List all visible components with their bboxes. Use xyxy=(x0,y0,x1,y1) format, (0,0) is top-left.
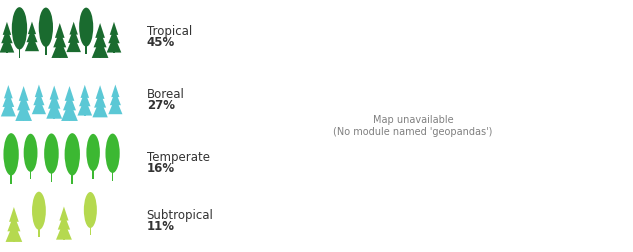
Bar xyxy=(18,43,20,58)
Polygon shape xyxy=(111,84,120,97)
Polygon shape xyxy=(94,92,106,108)
Bar xyxy=(45,41,47,55)
Polygon shape xyxy=(61,101,78,121)
Bar xyxy=(85,41,87,54)
Bar xyxy=(13,235,15,242)
Polygon shape xyxy=(51,38,68,58)
Polygon shape xyxy=(46,100,62,119)
Polygon shape xyxy=(6,222,22,242)
Polygon shape xyxy=(56,220,72,240)
Bar xyxy=(99,51,101,58)
Bar xyxy=(68,114,70,121)
Bar xyxy=(23,114,25,121)
Polygon shape xyxy=(65,86,74,101)
Polygon shape xyxy=(3,92,14,107)
Bar xyxy=(92,166,94,179)
Polygon shape xyxy=(27,28,37,42)
Polygon shape xyxy=(106,35,122,53)
Bar xyxy=(63,233,65,240)
Polygon shape xyxy=(110,91,121,105)
Polygon shape xyxy=(68,28,79,43)
Bar xyxy=(6,46,8,53)
Polygon shape xyxy=(3,22,11,35)
Text: Tropical: Tropical xyxy=(147,25,192,38)
Bar xyxy=(8,110,9,116)
Bar xyxy=(38,224,40,237)
Text: Temperate: Temperate xyxy=(147,151,210,164)
Polygon shape xyxy=(110,22,118,35)
Polygon shape xyxy=(108,97,122,114)
Polygon shape xyxy=(4,85,13,98)
Ellipse shape xyxy=(79,8,93,47)
Polygon shape xyxy=(25,34,39,51)
Polygon shape xyxy=(17,93,30,110)
Polygon shape xyxy=(32,97,46,114)
Ellipse shape xyxy=(23,134,37,172)
Text: 45%: 45% xyxy=(147,36,175,49)
Polygon shape xyxy=(94,30,106,47)
Bar xyxy=(112,167,113,181)
Ellipse shape xyxy=(12,7,27,49)
Text: Map unavailable
(No module named 'geopandas'): Map unavailable (No module named 'geopan… xyxy=(334,115,492,137)
Polygon shape xyxy=(60,206,68,220)
Ellipse shape xyxy=(106,134,120,173)
Ellipse shape xyxy=(86,134,100,171)
Text: 11%: 11% xyxy=(147,220,175,233)
Polygon shape xyxy=(79,91,91,106)
Ellipse shape xyxy=(84,192,97,228)
Polygon shape xyxy=(34,91,44,105)
Polygon shape xyxy=(1,28,13,43)
Polygon shape xyxy=(96,85,104,99)
Polygon shape xyxy=(80,85,89,98)
Polygon shape xyxy=(9,207,19,222)
Bar xyxy=(113,46,115,53)
Polygon shape xyxy=(95,23,105,38)
Bar xyxy=(84,109,85,116)
Polygon shape xyxy=(8,214,20,231)
Polygon shape xyxy=(35,84,43,97)
Text: Subtropical: Subtropical xyxy=(147,209,213,222)
Bar xyxy=(72,169,73,184)
Bar xyxy=(38,108,40,114)
Bar xyxy=(115,108,116,114)
Ellipse shape xyxy=(3,133,19,175)
Bar xyxy=(59,51,61,58)
Polygon shape xyxy=(0,35,15,53)
Polygon shape xyxy=(53,30,66,47)
Polygon shape xyxy=(48,92,60,109)
Polygon shape xyxy=(1,98,16,116)
Bar xyxy=(53,112,55,119)
Polygon shape xyxy=(77,98,92,116)
Polygon shape xyxy=(15,101,32,121)
Ellipse shape xyxy=(44,134,59,174)
Polygon shape xyxy=(108,28,120,43)
Ellipse shape xyxy=(32,192,46,230)
Polygon shape xyxy=(92,38,108,58)
Polygon shape xyxy=(70,22,78,35)
Bar xyxy=(90,223,91,235)
Bar xyxy=(73,46,75,52)
Text: 16%: 16% xyxy=(147,162,175,175)
Polygon shape xyxy=(49,85,59,100)
Polygon shape xyxy=(92,99,108,117)
Bar xyxy=(10,169,12,184)
Bar xyxy=(99,111,101,117)
Text: 27%: 27% xyxy=(147,99,175,112)
Polygon shape xyxy=(55,23,65,38)
Ellipse shape xyxy=(39,8,53,47)
Polygon shape xyxy=(28,21,36,34)
Polygon shape xyxy=(58,213,70,230)
Bar xyxy=(30,166,32,179)
Bar xyxy=(31,45,33,51)
Polygon shape xyxy=(63,93,76,110)
Polygon shape xyxy=(66,35,81,52)
Polygon shape xyxy=(19,86,28,101)
Text: Boreal: Boreal xyxy=(147,88,185,101)
Ellipse shape xyxy=(65,133,80,175)
Bar xyxy=(51,168,53,182)
